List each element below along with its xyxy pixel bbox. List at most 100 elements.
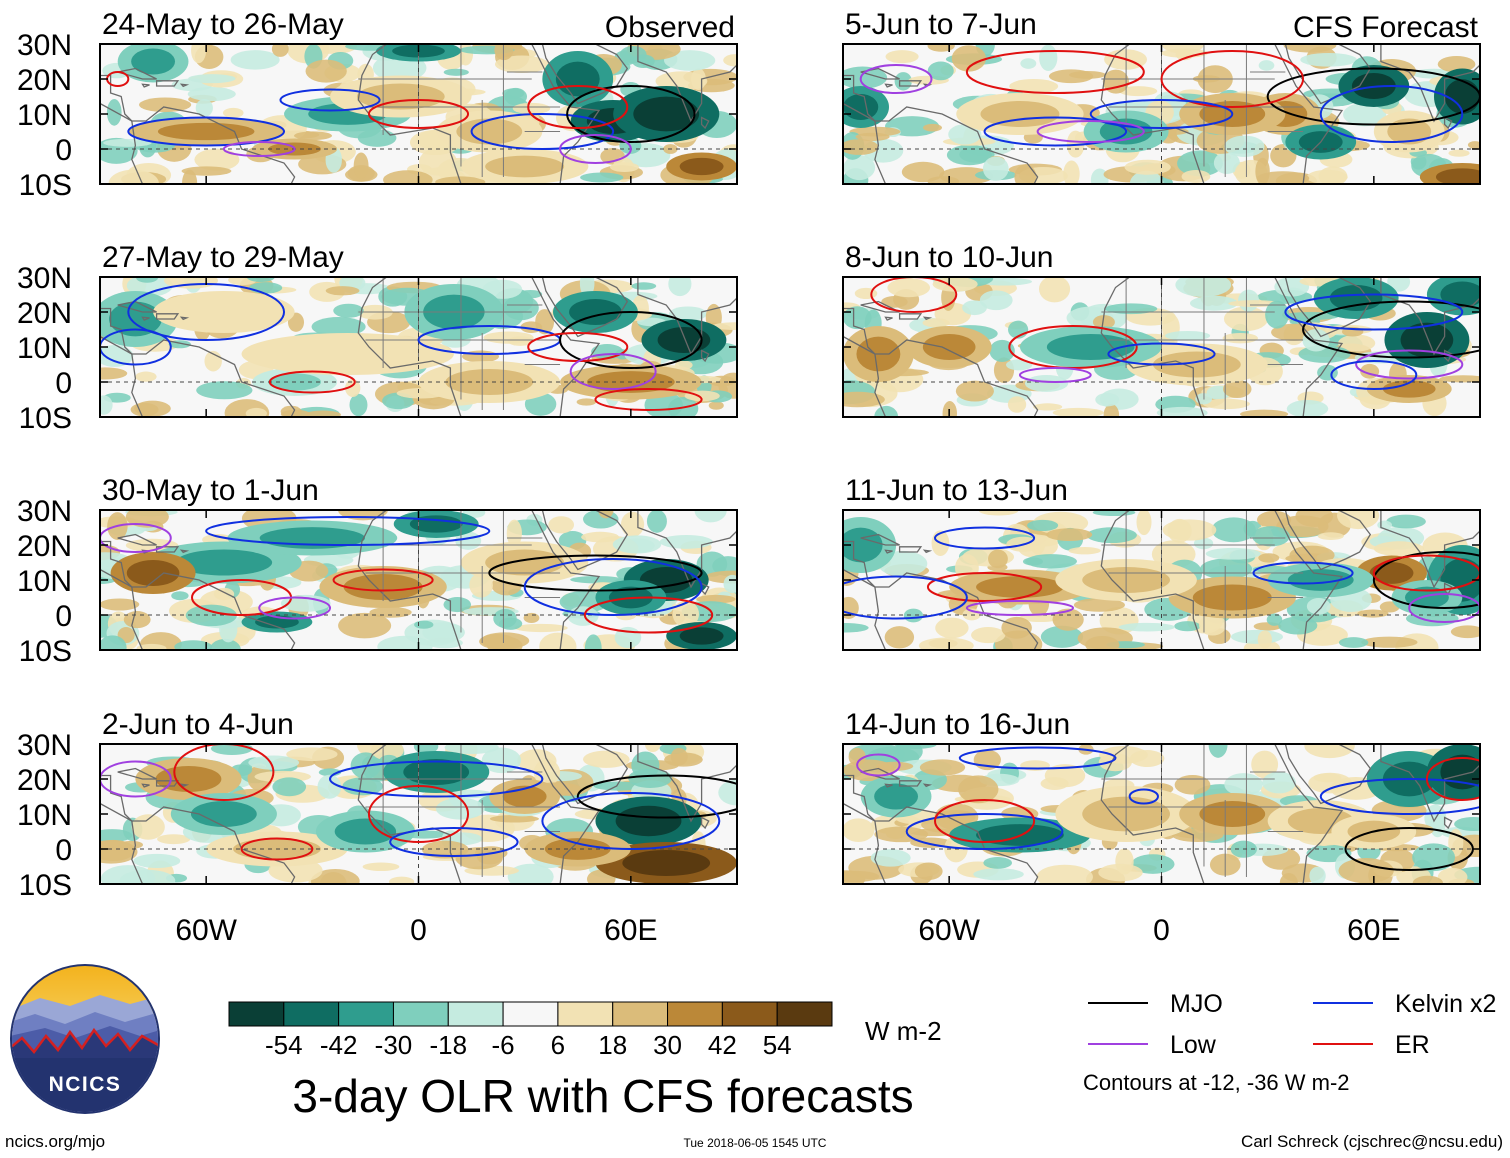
colorbar-tick-label: 6 [551, 1030, 565, 1060]
contour-note: Contours at -12, -36 W m-2 [1083, 1070, 1350, 1095]
olr-anomaly-speck [294, 131, 333, 141]
coastline [843, 307, 876, 355]
colorbar-tick-label: 54 [763, 1030, 792, 1060]
olr-anomaly-speck [480, 632, 530, 650]
olr-anomaly-core [1435, 168, 1480, 184]
olr-anomaly-speck [1025, 554, 1077, 569]
olr-anomaly-speck [507, 336, 533, 346]
lon-tick-label: 60E [1347, 914, 1400, 947]
panel-field [843, 510, 1480, 650]
olr-anomaly-core [1192, 584, 1272, 611]
coastline [700, 816, 710, 830]
olr-anomaly-speck [209, 638, 241, 650]
panel-field [100, 510, 737, 650]
olr-anomaly-speck [1306, 169, 1348, 184]
olr-anomaly-speck [1338, 334, 1376, 352]
olr-anomaly-core [1382, 380, 1436, 398]
olr-anomaly-speck [576, 398, 597, 406]
wave-contour [1302, 300, 1480, 359]
coastline [117, 533, 157, 546]
wave-contour [1018, 367, 1092, 383]
olr-anomaly-speck [1230, 629, 1283, 644]
olr-anomaly-speck [502, 88, 525, 99]
olr-anomaly-speck [100, 598, 140, 611]
olr-anomaly-speck [659, 535, 713, 549]
olr-anomaly-speck [593, 781, 643, 791]
site-url[interactable]: ncics.org/mjo [5, 1132, 105, 1151]
panel-field [843, 277, 1480, 417]
olr-anomaly-speck [843, 155, 876, 181]
lon-tick-label: 60W [175, 914, 237, 947]
olr-anomaly-speck [870, 849, 911, 867]
coastline [131, 106, 296, 184]
lat-tick-label: 0 [55, 367, 72, 400]
wave-contour [856, 753, 901, 777]
olr-anomaly-speck [280, 405, 302, 417]
coastline [860, 533, 900, 546]
coastline [179, 83, 190, 88]
coastline [541, 44, 629, 105]
olr-anomaly-speck [248, 282, 283, 294]
colorbar-swatch [283, 1001, 340, 1027]
lon-tick-label: 0 [1153, 914, 1170, 947]
olr-anomaly-speck [100, 635, 127, 650]
olr-anomaly-core [157, 122, 255, 141]
olr-anomaly-speck [136, 643, 167, 650]
olr-anomaly-core [109, 301, 162, 337]
olr-anomaly-speck [1020, 58, 1037, 69]
coastline [117, 300, 157, 313]
lon-tick-label: 60W [918, 914, 980, 947]
olr-anomaly-speck [927, 176, 960, 184]
olr-anomaly-speck [631, 282, 657, 290]
olr-anomaly-speck [619, 46, 647, 64]
olr-anomaly-speck [333, 303, 364, 318]
coastline [179, 783, 190, 788]
wave-contour [332, 568, 434, 592]
olr-anomaly-speck [444, 744, 499, 754]
olr-anomaly-speck [1162, 519, 1217, 541]
olr-anomaly-speck [325, 286, 360, 296]
olr-anomaly-speck [1001, 616, 1032, 639]
panel-field [100, 44, 737, 184]
olr-anomaly-speck [843, 818, 875, 842]
olr-anomaly-speck [133, 853, 181, 868]
olr-anomaly-speck [131, 814, 165, 840]
olr-anomaly-speck [894, 744, 937, 749]
wave-contour [1319, 778, 1480, 815]
olr-anomaly-speck [345, 379, 361, 398]
colorbar-swatch [228, 1001, 285, 1027]
coastline [1284, 744, 1372, 805]
lat-tick-label: 10N [17, 99, 72, 132]
olr-anomaly-speck [914, 862, 943, 881]
olr-anomaly-speck [286, 747, 338, 762]
wave-contour [1319, 85, 1464, 143]
olr-anomaly-speck [1086, 527, 1137, 544]
olr-anomaly-core [615, 805, 682, 837]
olr-anomaly-speck [672, 600, 700, 628]
coastline [922, 783, 933, 788]
olr-anomaly-speck [1033, 403, 1063, 411]
lat-tick-label: 10S [19, 402, 72, 435]
olr-anomaly-speck [535, 309, 555, 335]
colorbar-swatch [612, 1001, 669, 1027]
olr-anomaly-core [1444, 79, 1480, 114]
coastline [874, 106, 1039, 184]
olr-anomaly-speck [1257, 630, 1272, 649]
colorbar-swatch [502, 1001, 559, 1027]
wave-contour [1252, 561, 1354, 585]
colorbar-swatch [557, 1001, 614, 1027]
coastline [100, 307, 133, 355]
olr-anomaly-speck [135, 371, 157, 382]
wave-contour [1425, 757, 1480, 801]
olr-panel: 14-Jun to 16-Jun [842, 708, 1481, 885]
olr-anomaly-speck [1213, 151, 1240, 174]
coastline [922, 549, 933, 554]
olr-anomaly-speck [971, 626, 1006, 644]
olr-anomaly-speck [958, 775, 999, 804]
wave-contour [100, 328, 172, 366]
olr-anomaly-speck [1014, 164, 1037, 184]
olr-anomaly-speck [694, 510, 727, 523]
olr-anomaly-speck [1454, 816, 1480, 832]
olr-anomaly-core [679, 627, 724, 645]
olr-anomaly-speck [1448, 149, 1470, 157]
